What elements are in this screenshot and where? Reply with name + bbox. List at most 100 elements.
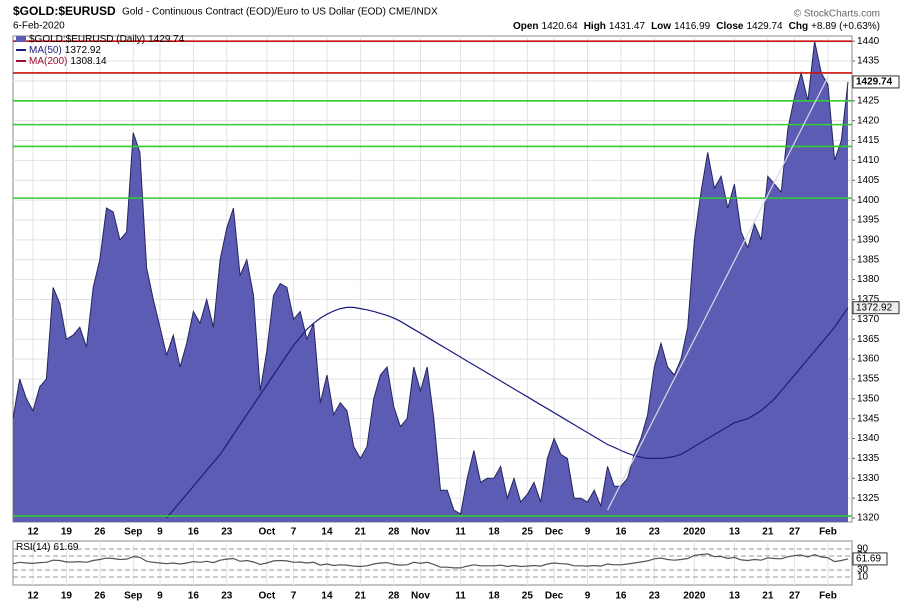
trendline [606, 76, 829, 511]
stats: Open 1420.64 High 1431.47 Low 1416.99 Close 142… [513, 21, 880, 32]
y-tick-label: 1350 [857, 393, 880, 404]
y-tick-label: 1325 [857, 493, 880, 504]
rsi-last-box [852, 552, 888, 566]
x-tick-label: Feb [819, 527, 837, 538]
x-tick-label: 14 [321, 591, 333, 602]
legend-entry: $GOLD:$EURUSD (Daily) 1429.74 [29, 34, 185, 45]
x-tick-label: 26 [94, 591, 106, 602]
x-tick-label: Nov [411, 527, 430, 538]
last-value-label: 1429.74 [856, 77, 893, 88]
x-tick-label: 16 [615, 527, 627, 538]
x-tick-label: Sep [124, 591, 142, 602]
stat-value: 1416.99 [674, 21, 711, 32]
chart-subtitle: Gold - Continuous Contract (EOD)/Euro to… [122, 7, 438, 18]
x-tick-label: 25 [522, 527, 534, 538]
x-tick-label: 7 [291, 591, 297, 602]
legend-value: 1308.14 [70, 56, 107, 67]
x-tick-label: Nov [411, 591, 430, 602]
rsi-tick-label: 10 [857, 572, 869, 583]
x-tick-label: 23 [649, 527, 661, 538]
x-tick-label: 13 [729, 527, 741, 538]
stat-value: 1420.64 [542, 21, 579, 32]
x-tick-label: 21 [355, 527, 367, 538]
x-tick-label: Sep [124, 527, 142, 538]
x-tick-label: 28 [388, 591, 400, 602]
ma-line [166, 306, 849, 519]
rsi-value: 61.69 [53, 542, 78, 553]
x-tick-label: 19 [61, 591, 73, 602]
y-tick-label: 1435 [857, 56, 880, 67]
x-tick-label: 13 [729, 591, 741, 602]
y-tick-label: 1355 [857, 374, 880, 385]
y-tick-label: 1395 [857, 215, 880, 226]
rsi-frame [12, 540, 853, 586]
x-tick-label: 21 [762, 591, 774, 602]
x-tick-label: Feb [819, 591, 837, 602]
x-tick-label: 18 [488, 527, 500, 538]
y-tick-label: 1340 [857, 433, 880, 444]
x-tick-label: 23 [221, 591, 233, 602]
stat-label: Open [513, 21, 539, 32]
y-tick-label: 1400 [857, 195, 880, 206]
legend-entry: MA(50) 1372.92 [29, 45, 101, 56]
x-tick-label: 26 [94, 527, 106, 538]
last-value-box [852, 75, 900, 89]
rsi-tick-label: 30 [857, 565, 869, 576]
legend-swatch [16, 36, 26, 42]
copyright: © StockCharts.com [794, 9, 880, 20]
x-tick-label: 27 [789, 591, 801, 602]
y-tick-label: 1365 [857, 334, 880, 345]
last-value-box [852, 301, 900, 315]
x-tick-label: 9 [585, 527, 591, 538]
x-tick-label: 19 [61, 527, 73, 538]
date: 6-Feb-2020 [13, 21, 65, 32]
rsi-legend: RSI(14) 61.69 [16, 542, 79, 553]
y-tick-label: 1390 [857, 234, 880, 245]
y-tick-label: 1425 [857, 95, 880, 106]
y-tick-label: 1370 [857, 314, 880, 325]
rsi-line [12, 553, 849, 569]
legend-entry: MA(200) 1308.14 [29, 56, 107, 67]
y-tick-label: 1335 [857, 453, 880, 464]
rsi-last-label: 61.69 [856, 554, 881, 565]
x-tick-label: 9 [157, 591, 163, 602]
x-tick-label: 23 [221, 527, 233, 538]
plot-area [13, 40, 852, 522]
x-tick-label: 16 [188, 591, 200, 602]
x-tick-label: 11 [455, 527, 466, 538]
x-tick-label: 16 [615, 591, 627, 602]
x-tick-label: 21 [762, 527, 774, 538]
x-tick-label: 28 [388, 527, 400, 538]
y-tick-label: 1410 [857, 155, 880, 166]
x-tick-label: 9 [157, 527, 163, 538]
y-tick-label: 1380 [857, 274, 880, 285]
legend-value: 1372.92 [65, 45, 102, 56]
x-tick-label: Oct [259, 527, 276, 538]
stat-label: Close [716, 21, 744, 32]
x-tick-label: 12 [27, 591, 39, 602]
y-tick-label: 1385 [857, 254, 880, 265]
y-tick-label: 1320 [857, 513, 880, 524]
stat-label: Chg [789, 21, 808, 32]
x-tick-label: 7 [291, 527, 297, 538]
y-tick-label: 1345 [857, 413, 880, 424]
x-tick-label: 2020 [683, 591, 706, 602]
stat-value: 1429.74 [746, 21, 783, 32]
x-tick-label: 27 [789, 527, 801, 538]
x-tick-label: 11 [455, 591, 466, 602]
y-tick-label: 1405 [857, 175, 880, 186]
x-tick-label: 16 [188, 527, 200, 538]
y-tick-label: 1440 [857, 36, 880, 47]
x-tick-label: 25 [522, 591, 534, 602]
x-tick-label: 23 [649, 591, 661, 602]
legend-name: $GOLD:$EURUSD (Daily) [29, 34, 145, 45]
stat-value: +8.89 (+0.63%) [811, 21, 880, 32]
chart-title: $GOLD:$EURUSD [13, 4, 116, 18]
stat-label: Low [651, 21, 671, 32]
y-tick-label: 1360 [857, 354, 880, 365]
x-tick-label: 9 [585, 591, 591, 602]
stat-label: High [584, 21, 606, 32]
last-value-label: 1372.92 [856, 302, 893, 313]
y-tick-label: 1420 [857, 115, 880, 126]
